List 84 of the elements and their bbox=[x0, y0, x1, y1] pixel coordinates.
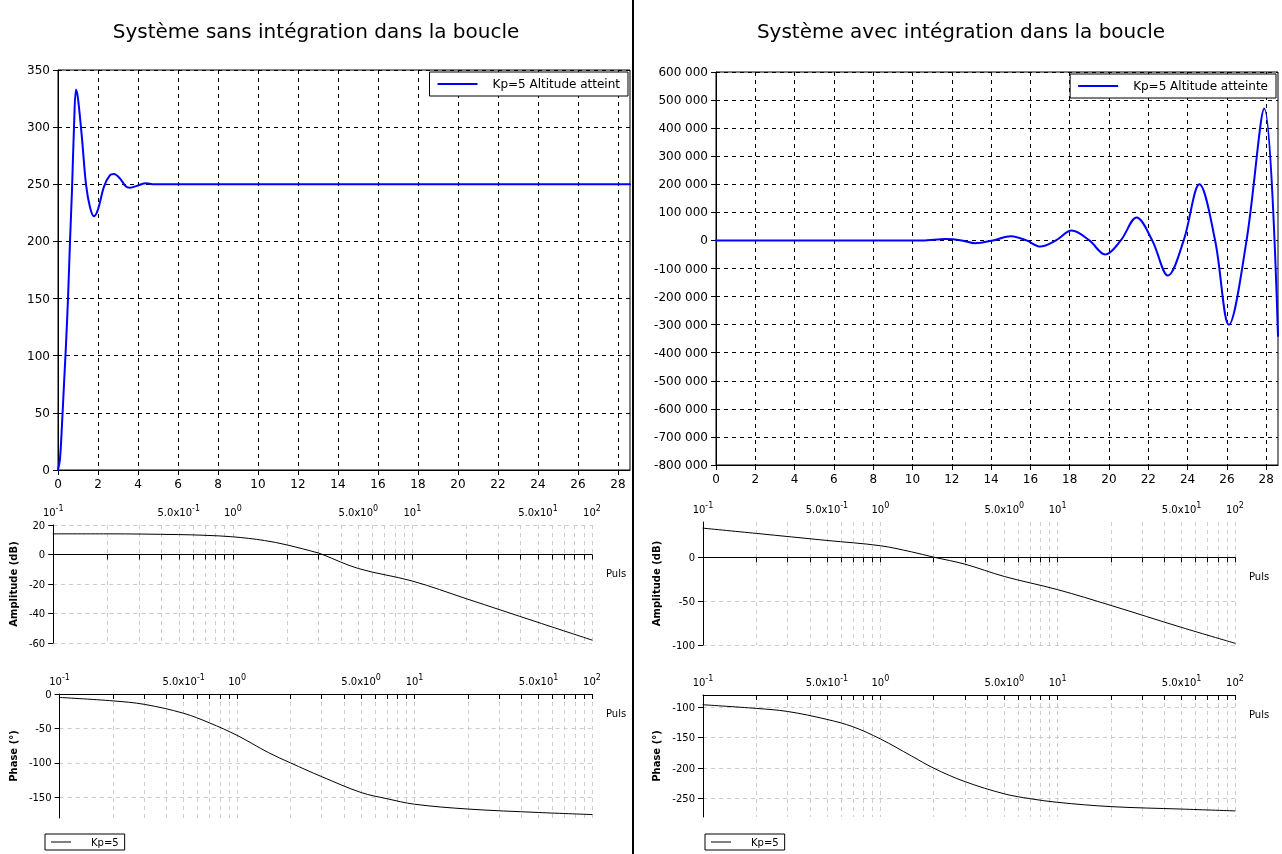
y-tick-label: -100 bbox=[672, 701, 695, 713]
y-tick-label: 0 bbox=[45, 688, 52, 700]
y-tick-label: -250 bbox=[672, 793, 695, 805]
y-tick-label: 100 000 bbox=[658, 205, 708, 220]
x-tick-label: 14 bbox=[983, 472, 999, 486]
x-tick-label: 20 bbox=[450, 477, 466, 491]
y-tick-label: 100 bbox=[27, 348, 50, 363]
chart-title: Système sans intégration dans la boucle bbox=[112, 19, 520, 43]
y-tick-label: 300 000 bbox=[658, 149, 708, 164]
y-tick-label: -100 bbox=[672, 639, 695, 651]
y-tick-label: -600 000 bbox=[654, 401, 708, 416]
x-tick-label: 12 bbox=[290, 477, 306, 491]
x-tick-label: 4 bbox=[134, 477, 142, 491]
y-tick-label: -150 bbox=[28, 791, 52, 803]
x-tick-label: 18 bbox=[410, 477, 426, 491]
x-tick-label: 22 bbox=[1140, 472, 1156, 486]
x-tick-label: 0 bbox=[54, 477, 62, 491]
x-tick-label: 10 bbox=[904, 472, 921, 486]
y-tick-label: 0 bbox=[42, 463, 50, 477]
y-tick-label: -700 000 bbox=[654, 429, 708, 444]
y-tick-label: -60 bbox=[28, 637, 46, 649]
x-tick-label: 24 bbox=[1179, 472, 1196, 486]
y-axis-title: Amplitude (dB) bbox=[7, 541, 19, 627]
y-tick-label: 50 bbox=[34, 405, 50, 420]
legend-label: Kp=5 bbox=[91, 836, 119, 848]
x-tick-label: 16 bbox=[370, 477, 386, 491]
x-tick-label: 24 bbox=[530, 477, 546, 491]
x-tick-label: 14 bbox=[330, 477, 346, 491]
x-tick-label: 18 bbox=[1062, 472, 1078, 486]
y-tick-label: 20 bbox=[32, 519, 46, 531]
y-tick-label: 200 000 bbox=[658, 177, 708, 192]
y-tick-label: -200 000 bbox=[654, 289, 708, 304]
x-axis-title: Puls bbox=[1249, 570, 1270, 582]
x-tick-label: 10 bbox=[250, 477, 266, 491]
x-tick-label: 12 bbox=[944, 472, 960, 486]
x-tick-label: 28 bbox=[610, 477, 626, 491]
y-tick-label: -150 bbox=[672, 732, 695, 744]
x-tick-label: 28 bbox=[1258, 472, 1274, 486]
x-tick-label: 26 bbox=[570, 477, 586, 491]
x-tick-label: 6 bbox=[830, 472, 838, 486]
y-tick-label: -800 000 bbox=[654, 458, 708, 472]
x-tick-label: 0 bbox=[712, 472, 720, 486]
y-tick-label: 0 bbox=[688, 551, 695, 563]
y-tick-label: 500 000 bbox=[658, 93, 708, 108]
legend-label: Kp=5 Altitude atteinte bbox=[1133, 79, 1268, 93]
legend-label: Kp=5 bbox=[751, 836, 779, 848]
x-tick-label: 16 bbox=[1022, 472, 1039, 486]
x-axis-title: Puls bbox=[1249, 708, 1270, 720]
y-tick-label: 150 bbox=[27, 291, 50, 306]
y-tick-label: 350 bbox=[27, 63, 50, 77]
y-tick-label: -20 bbox=[28, 578, 46, 590]
x-axis-title: Puls bbox=[606, 568, 627, 579]
x-tick-label: 4 bbox=[790, 472, 799, 486]
line-series bbox=[715, 107, 1279, 337]
y-tick-label: 250 bbox=[27, 177, 50, 192]
x-tick-label: 2 bbox=[751, 472, 760, 486]
x-tick-label: 2 bbox=[94, 477, 102, 491]
y-axis-title: Phase (°) bbox=[7, 730, 19, 782]
y-tick-label: -100 000 bbox=[654, 261, 708, 276]
y-tick-label: 400 000 bbox=[658, 121, 708, 136]
y-tick-label: -200 bbox=[672, 762, 695, 774]
y-tick-label: -400 000 bbox=[654, 345, 708, 360]
x-tick-label: 22 bbox=[490, 477, 506, 491]
y-tick-label: 0 bbox=[38, 549, 46, 560]
y-tick-label: -500 000 bbox=[654, 373, 708, 388]
legend-label: Kp=5 Altitude atteint bbox=[492, 77, 621, 91]
y-tick-label: -100 bbox=[28, 757, 52, 769]
y-tick-label: -300 000 bbox=[654, 317, 708, 332]
x-tick-label: 6 bbox=[174, 477, 182, 491]
y-axis-title: Amplitude (dB) bbox=[650, 540, 662, 627]
y-tick-label: 300 bbox=[27, 120, 50, 135]
y-tick-label: 200 bbox=[27, 234, 50, 249]
y-tick-label: -50 bbox=[35, 722, 52, 734]
x-tick-label: 8 bbox=[869, 472, 878, 486]
chart-title: Système avec intégration dans la boucle bbox=[756, 19, 1166, 43]
x-tick-label: 20 bbox=[1101, 472, 1117, 486]
y-tick-label: -50 bbox=[678, 595, 695, 607]
x-tick-label: 26 bbox=[1219, 472, 1235, 486]
y-tick-label: 0 bbox=[700, 233, 708, 248]
y-tick-label: 600 000 bbox=[658, 65, 708, 79]
y-axis-title: Phase (°) bbox=[650, 730, 662, 782]
x-tick-label: 8 bbox=[214, 477, 222, 491]
y-tick-label: -40 bbox=[28, 608, 46, 619]
x-axis-title: Puls bbox=[606, 707, 627, 719]
